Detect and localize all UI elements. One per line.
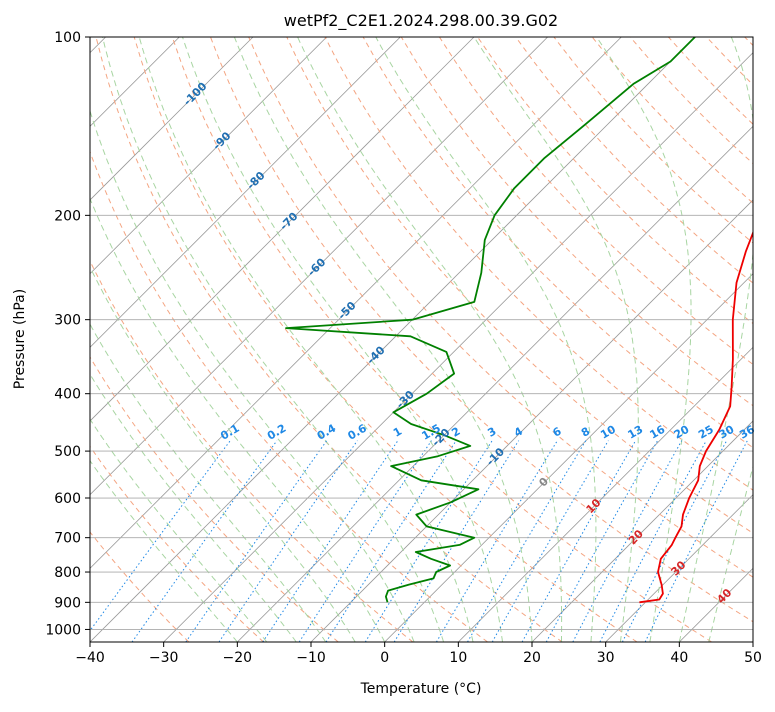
x-tick-label: 0 (380, 650, 389, 666)
x-axis-label: Temperature (°C) (360, 681, 482, 697)
y-tick-label: 900 (54, 595, 81, 611)
y-tick-label: 200 (54, 208, 81, 224)
y-tick-label: 1000 (45, 622, 81, 638)
x-tick-label: −30 (149, 650, 179, 666)
y-tick-label: 800 (54, 565, 81, 581)
x-tick-label: −10 (296, 650, 326, 666)
x-tick-label: −20 (223, 650, 253, 666)
y-axis-label: Pressure (hPa) (12, 289, 28, 389)
chart-title: wetPf2_C2E1.2024.298.00.39.G02 (284, 11, 558, 31)
y-tick-label: 700 (54, 531, 81, 547)
x-tick-label: 30 (597, 650, 615, 666)
x-tick-label: 20 (523, 650, 541, 666)
x-tick-label: 10 (449, 650, 467, 666)
x-tick-label: 40 (670, 650, 688, 666)
y-tick-label: 600 (54, 491, 81, 507)
y-tick-label: 300 (54, 313, 81, 329)
y-tick-label: 100 (54, 30, 81, 46)
y-tick-label: 400 (54, 387, 81, 403)
y-tick-label: 500 (54, 444, 81, 460)
x-tick-label: −40 (75, 650, 105, 666)
x-tick-label: 50 (744, 650, 762, 666)
